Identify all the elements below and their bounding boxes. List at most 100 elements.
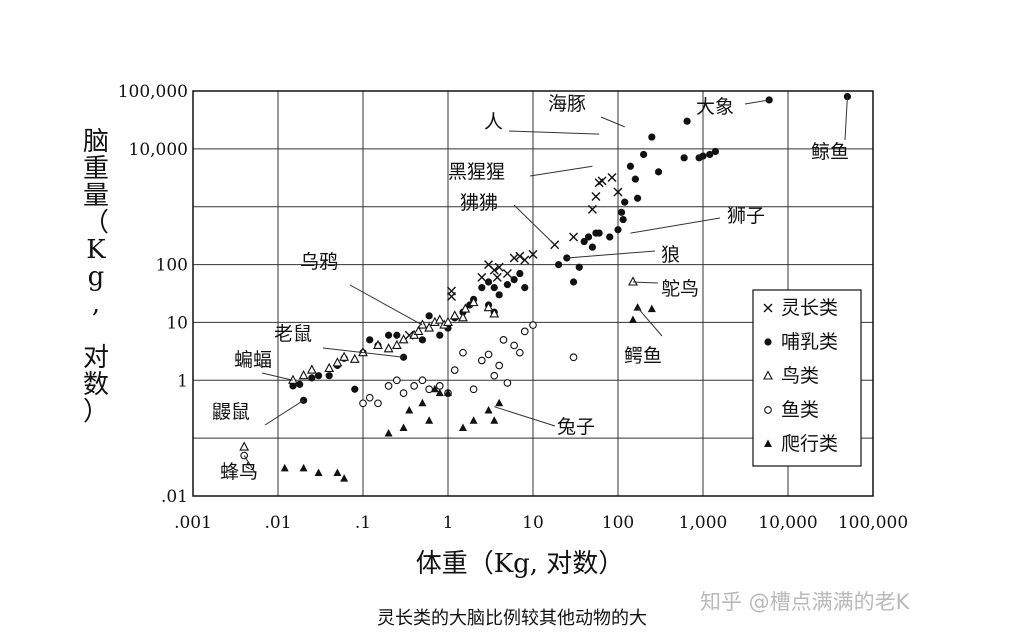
data-point xyxy=(384,331,393,339)
annotation-rabbit: 兔子 xyxy=(494,406,595,438)
x-axis-title: 体重（Kg, 对数） xyxy=(416,549,625,579)
data-point xyxy=(418,336,427,344)
data-point xyxy=(490,371,499,380)
data-point xyxy=(308,374,316,382)
data-point xyxy=(509,253,519,263)
data-point xyxy=(477,272,487,282)
data-point xyxy=(239,441,250,451)
data-point xyxy=(633,303,642,311)
data-point xyxy=(680,154,688,162)
data-point xyxy=(314,468,323,476)
data-point xyxy=(351,385,359,393)
data-point xyxy=(494,262,504,272)
data-point xyxy=(299,463,308,472)
annotation-label: 狒狒 xyxy=(460,192,498,214)
data-point xyxy=(430,384,439,393)
legend-marker xyxy=(763,303,773,313)
data-point xyxy=(374,399,382,408)
data-point xyxy=(425,416,434,424)
data-point xyxy=(699,152,707,160)
data-point xyxy=(447,292,457,302)
legend-marker xyxy=(764,439,772,447)
data-point xyxy=(458,312,468,322)
data-points xyxy=(239,93,852,482)
legend-label: 鸟类 xyxy=(781,365,819,387)
data-point xyxy=(332,357,343,367)
data-point xyxy=(520,327,529,336)
data-point xyxy=(384,382,393,390)
data-point xyxy=(587,204,597,214)
data-point xyxy=(503,281,512,289)
annotation-label: 蝙蝠 xyxy=(234,349,272,371)
legend-label: 灵长类 xyxy=(781,297,838,319)
annotation-ostrich: 鸵鸟 xyxy=(632,278,699,300)
data-point xyxy=(529,321,537,329)
data-point xyxy=(477,356,486,365)
data-point xyxy=(459,348,467,357)
data-point xyxy=(619,215,627,224)
data-point xyxy=(633,194,642,202)
data-point xyxy=(417,319,428,329)
data-point xyxy=(392,376,401,385)
data-point xyxy=(639,150,648,159)
data-point xyxy=(683,117,691,125)
annotation-whale: 鲸鱼 xyxy=(811,96,849,163)
data-point xyxy=(314,372,323,380)
annotation-crow: 乌鸦 xyxy=(300,251,423,326)
legend-marker xyxy=(763,370,773,380)
data-point xyxy=(489,265,499,275)
data-point xyxy=(349,353,360,363)
data-point xyxy=(449,310,460,320)
data-point xyxy=(483,301,494,312)
annotation-mole: 鼹鼠 xyxy=(212,399,304,426)
data-point xyxy=(492,272,502,282)
annotation-wolf: 狼 xyxy=(566,244,680,266)
x-tick-label: 100 xyxy=(602,513,634,533)
x-tick-label: .01 xyxy=(264,513,291,533)
data-point xyxy=(399,389,408,397)
data-point xyxy=(490,283,498,292)
data-point xyxy=(398,334,409,344)
data-point xyxy=(484,278,493,286)
data-point xyxy=(584,233,593,241)
data-point xyxy=(521,283,529,292)
data-point xyxy=(614,226,622,234)
data-point xyxy=(468,296,479,307)
legend-label: 鱼类 xyxy=(781,399,819,421)
data-point xyxy=(444,388,452,397)
data-point xyxy=(626,162,635,170)
y-tick-label: 100 xyxy=(156,256,188,276)
series-triangle xyxy=(239,276,638,451)
data-point xyxy=(469,385,478,394)
data-point xyxy=(339,351,350,361)
data-point xyxy=(450,366,459,374)
annotation-bat: 蝙蝠 xyxy=(234,349,294,381)
data-point xyxy=(595,229,603,237)
data-point xyxy=(613,187,623,197)
data-point xyxy=(435,388,444,397)
annotation-label: 乌鸦 xyxy=(300,251,338,273)
annotation-label: 大象 xyxy=(696,96,734,118)
annotation-label: 狼 xyxy=(661,244,680,266)
data-point xyxy=(489,308,500,318)
y-tick-label: 10,000 xyxy=(129,140,188,160)
data-point xyxy=(495,398,504,407)
data-point xyxy=(413,325,424,335)
figure-caption: 灵长类的大脑比例较其他动物的大 xyxy=(377,608,647,629)
x-tick-label: 10 xyxy=(522,513,544,533)
y-tick-label: 1 xyxy=(177,371,188,391)
x-tick-label: 10,000 xyxy=(758,513,817,533)
data-point xyxy=(418,376,427,385)
data-point xyxy=(298,370,309,380)
data-point xyxy=(460,303,471,313)
data-point xyxy=(765,96,773,104)
data-point xyxy=(359,399,367,408)
data-point xyxy=(340,474,349,482)
data-point xyxy=(499,335,508,344)
data-point xyxy=(405,406,414,414)
annotation-label: 老鼠 xyxy=(274,323,312,345)
data-point xyxy=(588,243,597,251)
data-point xyxy=(306,364,317,374)
